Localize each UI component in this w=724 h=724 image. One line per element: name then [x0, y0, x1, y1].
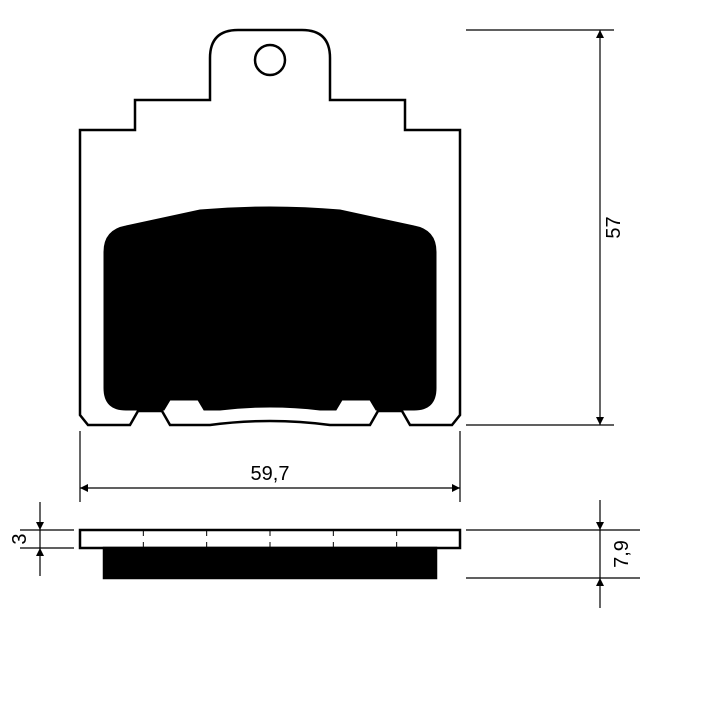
mounting-hole — [255, 45, 285, 75]
front-view — [80, 30, 460, 425]
dim-thickness-label: 7,9 — [611, 540, 633, 568]
side-friction-material — [104, 548, 436, 578]
dim-height-label: 57 — [603, 216, 625, 238]
friction-material — [104, 207, 436, 410]
dim-plate-label: 3 — [9, 533, 31, 544]
dim-width-label: 59,7 — [251, 463, 290, 485]
side-view — [80, 530, 460, 578]
